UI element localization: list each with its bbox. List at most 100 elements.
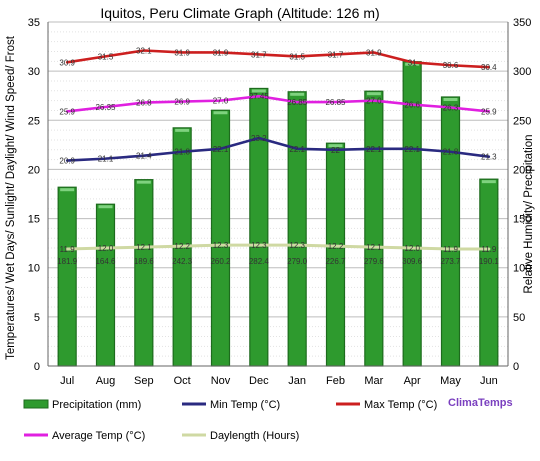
data-labels: 181.9 164.6 189.6 242.3 260.2 282.4 279.0 226.7… bbox=[57, 47, 499, 266]
series-data-label: 22.1 bbox=[289, 145, 305, 154]
series-data-label: 31.5 bbox=[98, 52, 114, 61]
series-data-label: 11.9 bbox=[481, 245, 497, 254]
precipitation-bar bbox=[134, 179, 154, 367]
series-data-label: 26.6 bbox=[404, 101, 420, 110]
bar-highlight bbox=[443, 97, 458, 101]
y-tick-right: 350 bbox=[513, 17, 531, 29]
series-data-label: 31.9 bbox=[174, 48, 190, 57]
series-data-label: 31.9 bbox=[366, 48, 382, 57]
series-data-label: 12.3 bbox=[213, 241, 229, 250]
y-tick-right: 0 bbox=[513, 361, 519, 373]
y-tick-left: 30 bbox=[28, 66, 40, 78]
series-data-label: 30.9 bbox=[59, 58, 75, 67]
series-data-label: 21.3 bbox=[481, 153, 497, 162]
bar-highlight bbox=[405, 62, 420, 66]
precipitation-bar bbox=[325, 142, 346, 367]
precipitation-label: 189.6 bbox=[134, 257, 155, 266]
y-axis-left-label: Temperatures/ Wet Days/ Sunlight/ Daylig… bbox=[5, 35, 17, 360]
series-data-label: 23.2 bbox=[251, 134, 267, 143]
y-tick-left: 20 bbox=[28, 164, 40, 176]
y-tick-left: 15 bbox=[28, 214, 40, 226]
precipitation-label: 273.7 bbox=[440, 257, 461, 266]
series-line bbox=[65, 243, 491, 251]
series-data-label: 26.85 bbox=[287, 98, 308, 107]
series-data-label: 12.2 bbox=[328, 242, 344, 251]
series-data-label: 25.9 bbox=[59, 107, 75, 116]
precipitation-label: 282.4 bbox=[249, 257, 270, 266]
bar-highlight bbox=[175, 128, 190, 132]
legend-label: Max Temp (°C) bbox=[364, 399, 437, 411]
x-tick-label: May bbox=[440, 375, 461, 387]
x-tick-label: Nov bbox=[211, 375, 231, 387]
series-data-label: 26.85 bbox=[325, 98, 346, 107]
precipitation-bar bbox=[364, 90, 384, 367]
y-tick-left: 10 bbox=[28, 263, 40, 275]
y-tick-right: 150 bbox=[513, 214, 531, 226]
x-tick-label: Dec bbox=[249, 375, 269, 387]
series-data-label: 31 bbox=[408, 58, 417, 67]
series-line bbox=[65, 49, 491, 69]
legend-label: Min Temp (°C) bbox=[210, 399, 280, 411]
series-data-label: 21.1 bbox=[98, 155, 114, 164]
series-data-label: 26.3 bbox=[443, 104, 459, 113]
x-tick-label: Oct bbox=[174, 375, 191, 387]
x-tick-label: Mar bbox=[364, 375, 383, 387]
series-data-label: 11.9 bbox=[443, 245, 459, 254]
y-tick-right: 250 bbox=[513, 115, 531, 127]
y-tick-left: 0 bbox=[34, 361, 40, 373]
series-data-label: 22.1 bbox=[213, 145, 229, 154]
bar-highlight bbox=[98, 205, 113, 209]
series-data-label: 22 bbox=[331, 146, 340, 155]
series-data-label: 12.1 bbox=[136, 243, 152, 252]
y-tick-right: 300 bbox=[513, 66, 531, 78]
bar-highlight bbox=[136, 180, 151, 184]
precipitation-bar bbox=[95, 203, 116, 367]
precipitation-bar bbox=[479, 178, 499, 367]
precipitation-label: 260.2 bbox=[210, 257, 231, 266]
bar-highlight bbox=[366, 92, 381, 96]
bar-highlight bbox=[60, 188, 75, 192]
precipitation-bar bbox=[57, 186, 77, 367]
y-tick-right: 50 bbox=[513, 312, 525, 324]
precipitation-label: 279.0 bbox=[287, 257, 308, 266]
precipitation-label: 164.6 bbox=[95, 257, 116, 266]
precipitation-bars bbox=[57, 61, 499, 367]
legend: Precipitation (mm) Min Temp (°C) Max Temp … bbox=[23, 399, 437, 442]
precipitation-bar bbox=[287, 91, 307, 367]
grid bbox=[48, 21, 508, 367]
y-tick-left: 25 bbox=[28, 115, 40, 127]
chart-title: Iquitos, Peru Climate Graph (Altitude: 1… bbox=[100, 5, 379, 21]
y-tick-left: 35 bbox=[28, 17, 40, 29]
precipitation-label: 279.6 bbox=[364, 257, 385, 266]
series-data-label: 21.8 bbox=[443, 148, 459, 157]
series-data-label: 12.1 bbox=[366, 243, 382, 252]
x-tick-label: Jun bbox=[480, 375, 498, 387]
precipitation-bar bbox=[249, 87, 269, 367]
precipitation-bar bbox=[440, 96, 461, 367]
y-axis-right-label: Relative Humidity/ Precipitation bbox=[523, 134, 535, 293]
legend-label: Average Temp (°C) bbox=[52, 430, 145, 442]
x-tick-label: Jan bbox=[288, 375, 306, 387]
y-tick-right: 100 bbox=[513, 263, 531, 275]
bar-highlight bbox=[213, 111, 228, 115]
legend-swatch bbox=[23, 399, 49, 409]
brand-logo-text[interactable]: ClimaTemps bbox=[448, 397, 513, 409]
legend-label: Daylength (Hours) bbox=[210, 430, 299, 442]
series-data-label: 22.1 bbox=[366, 145, 382, 154]
series-line bbox=[65, 136, 491, 162]
series-data-label: 27.0 bbox=[213, 97, 229, 106]
series-data-label: 31.9 bbox=[213, 48, 229, 57]
bar-highlight bbox=[290, 92, 305, 96]
precipitation-label: 181.9 bbox=[57, 257, 78, 266]
bar-highlight bbox=[481, 180, 496, 184]
legend-label: Precipitation (mm) bbox=[52, 399, 141, 411]
series-data-label: 12.2 bbox=[174, 242, 190, 251]
x-tick-label: Aug bbox=[96, 375, 116, 387]
series-data-label: 26.8 bbox=[136, 99, 152, 108]
bar-highlight bbox=[251, 89, 266, 93]
y-tick-left: 5 bbox=[34, 312, 40, 324]
y-tick-right: 200 bbox=[513, 164, 531, 176]
series-data-label: 11.9 bbox=[60, 245, 76, 254]
bar-highlight bbox=[328, 144, 343, 148]
